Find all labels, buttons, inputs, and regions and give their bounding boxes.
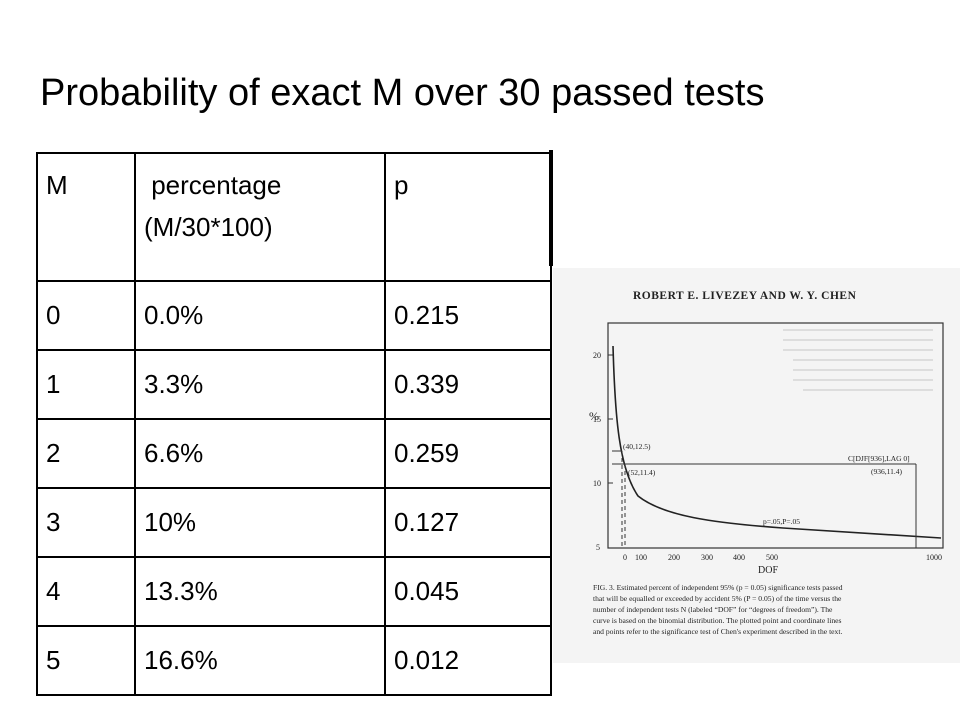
cell-pct: 16.6% [134,625,386,696]
x-tick-label: 300 [701,553,713,562]
scanned-figure: ROBERT E. LIVEZEY AND W. Y. CHEN % 5 10 … [553,268,960,663]
cell-m: 5 [36,625,136,696]
cell-pct: 10% [134,487,386,558]
cell-m: 4 [36,556,136,627]
table-row: 4 13.3% 0.045 [36,556,552,627]
caption-line: FIG. 3. Estimated percent of independent… [593,583,843,592]
x-tick-label: 400 [733,553,745,562]
table-row: 0 0.0% 0.215 [36,280,552,351]
y-tick-label: 10 [593,479,601,488]
cell-m: 0 [36,280,136,351]
cell-p: 0.012 [384,625,552,696]
cell-m: 1 [36,349,136,420]
caption-line: number of independent tests N (labeled “… [593,605,833,614]
annotation-c-djf: C[DJF[936],LAG 0] [848,454,910,463]
cell-m: 3 [36,487,136,558]
bleed-through [783,329,933,391]
table-edge-shadow [549,150,553,266]
cell-m: 2 [36,418,136,489]
annotation-936-11-4: (936,11.4) [871,467,902,476]
table-header-row: M percentage (M/30*100) p [36,152,552,282]
cell-p: 0.259 [384,418,552,489]
annotation-52-11-4: (52,11.4) [628,468,656,477]
cell-p: 0.215 [384,280,552,351]
x-axis-label: DOF [758,565,778,576]
caption-line: and points refer to the significance tes… [593,627,842,636]
caption-line: curve is based on the binomial distribut… [593,616,842,625]
header-p: p [384,152,552,282]
header-percentage-line1: percentage [144,170,282,200]
x-tick-label: 1000 [926,553,942,562]
probability-table: M percentage (M/30*100) p 0 0.0% 0.215 1… [36,152,552,696]
header-percentage: percentage (M/30*100) [134,152,386,282]
cell-p: 0.045 [384,556,552,627]
x-tick-label: 500 [766,553,778,562]
table-row: 5 16.6% 0.012 [36,625,552,696]
annotation-p-05: p=.05,P=.05 [763,517,800,526]
y-axis-label: % [589,409,599,423]
cell-p: 0.127 [384,487,552,558]
figure-svg: ROBERT E. LIVEZEY AND W. Y. CHEN % 5 10 … [589,290,944,636]
cell-pct: 6.6% [134,418,386,489]
y-tick-label: 20 [593,351,601,360]
cell-pct: 0.0% [134,280,386,351]
plot-frame [607,322,944,549]
cell-pct: 3.3% [134,349,386,420]
annotation-40-12-5: (40,12.5) [623,442,651,451]
caption-line: that will be equalled or exceeded by acc… [593,594,842,603]
table-row: 3 10% 0.127 [36,487,552,558]
header-m: M [36,152,136,282]
y-tick-label: 5 [596,543,600,552]
x-tick-label: 200 [668,553,680,562]
x-tick-label: 100 [635,553,647,562]
table-row: 2 6.6% 0.259 [36,418,552,489]
cell-pct: 13.3% [134,556,386,627]
figure-header: ROBERT E. LIVEZEY AND W. Y. CHEN [633,290,857,302]
table-row: 1 3.3% 0.339 [36,349,552,420]
slide-title: Probability of exact M over 30 passed te… [40,72,765,114]
binomial-curve [612,345,942,539]
x-tick-label: 0 [623,553,627,562]
cell-p: 0.339 [384,349,552,420]
header-percentage-line2: (M/30*100) [144,212,273,242]
y-tick-label: 15 [593,415,601,424]
